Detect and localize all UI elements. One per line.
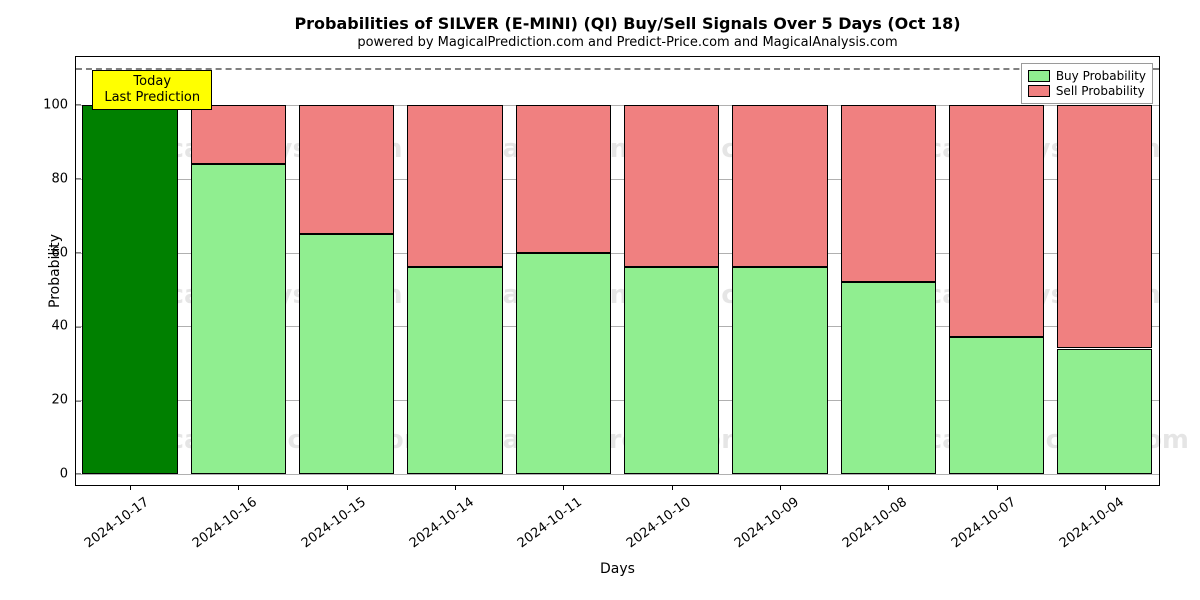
legend-buy-row: Buy Probability — [1028, 69, 1146, 83]
bar-buy — [1057, 349, 1152, 474]
x-tick-label: 2024-10-09 — [725, 485, 802, 551]
bar-buy — [191, 164, 286, 474]
legend: Buy Probability Sell Probability — [1021, 63, 1153, 104]
x-tick-label: 2024-10-04 — [1050, 485, 1127, 551]
bar-slot — [841, 57, 936, 485]
y-tick-label: 0 — [60, 466, 76, 481]
bar-slot — [82, 57, 177, 485]
bar-slot — [516, 57, 611, 485]
y-tick-label: 40 — [51, 319, 76, 334]
bar-sell — [732, 105, 827, 267]
y-tick-label: 80 — [51, 171, 76, 186]
bar-slot — [624, 57, 719, 485]
bar-slot — [299, 57, 394, 485]
x-axis-label: Days — [600, 561, 635, 577]
y-tick-label: 20 — [51, 393, 76, 408]
today-annotation: Today Last Prediction — [92, 70, 212, 111]
bar-sell — [949, 105, 1044, 337]
bar-sell — [407, 105, 502, 267]
bar-buy — [82, 105, 177, 474]
bar-buy — [407, 267, 502, 474]
bar-sell — [624, 105, 719, 267]
legend-sell-label: Sell Probability — [1056, 84, 1145, 98]
y-tick-label: 60 — [51, 245, 76, 260]
bar-slot — [191, 57, 286, 485]
today-annotation-line1: Today — [103, 74, 201, 90]
bar-buy — [516, 253, 611, 474]
bar-sell — [191, 105, 286, 164]
x-tick-label: 2024-10-14 — [400, 485, 477, 551]
bar-buy — [624, 267, 719, 474]
x-tick-label: 2024-10-07 — [941, 485, 1018, 551]
legend-sell-row: Sell Probability — [1028, 84, 1146, 98]
legend-buy-label: Buy Probability — [1056, 69, 1146, 83]
bar-buy — [732, 267, 827, 474]
plot-area: Probability 020406080100 MagicalAnalysis… — [75, 56, 1160, 486]
x-tick-label: 2024-10-16 — [183, 485, 260, 551]
legend-buy-swatch — [1028, 70, 1050, 82]
legend-sell-swatch — [1028, 85, 1050, 97]
x-tick-label: 2024-10-17 — [75, 485, 152, 551]
bar-buy — [841, 282, 936, 474]
chart-title: Probabilities of SILVER (E-MINI) (QI) Bu… — [75, 14, 1180, 33]
figure: Probabilities of SILVER (E-MINI) (QI) Bu… — [0, 0, 1200, 600]
bar-sell — [516, 105, 611, 253]
bar-buy — [949, 337, 1044, 474]
x-tick-label: 2024-10-08 — [833, 485, 910, 551]
bar-slot — [732, 57, 827, 485]
bars-layer — [76, 57, 1159, 485]
bar-slot — [1057, 57, 1152, 485]
chart-subtitle: powered by MagicalPrediction.com and Pre… — [75, 35, 1180, 50]
today-annotation-line2: Last Prediction — [103, 90, 201, 106]
x-tick-label: 2024-10-11 — [508, 485, 585, 551]
x-tick-label: 2024-10-10 — [617, 485, 694, 551]
title-block: Probabilities of SILVER (E-MINI) (QI) Bu… — [75, 14, 1180, 50]
bar-slot — [949, 57, 1044, 485]
bar-slot — [407, 57, 502, 485]
bar-sell — [1057, 105, 1152, 349]
x-tick-label: 2024-10-15 — [292, 485, 369, 551]
bar-buy — [299, 234, 394, 474]
bar-sell — [841, 105, 936, 282]
y-tick-label: 100 — [43, 97, 76, 112]
bar-sell — [299, 105, 394, 234]
